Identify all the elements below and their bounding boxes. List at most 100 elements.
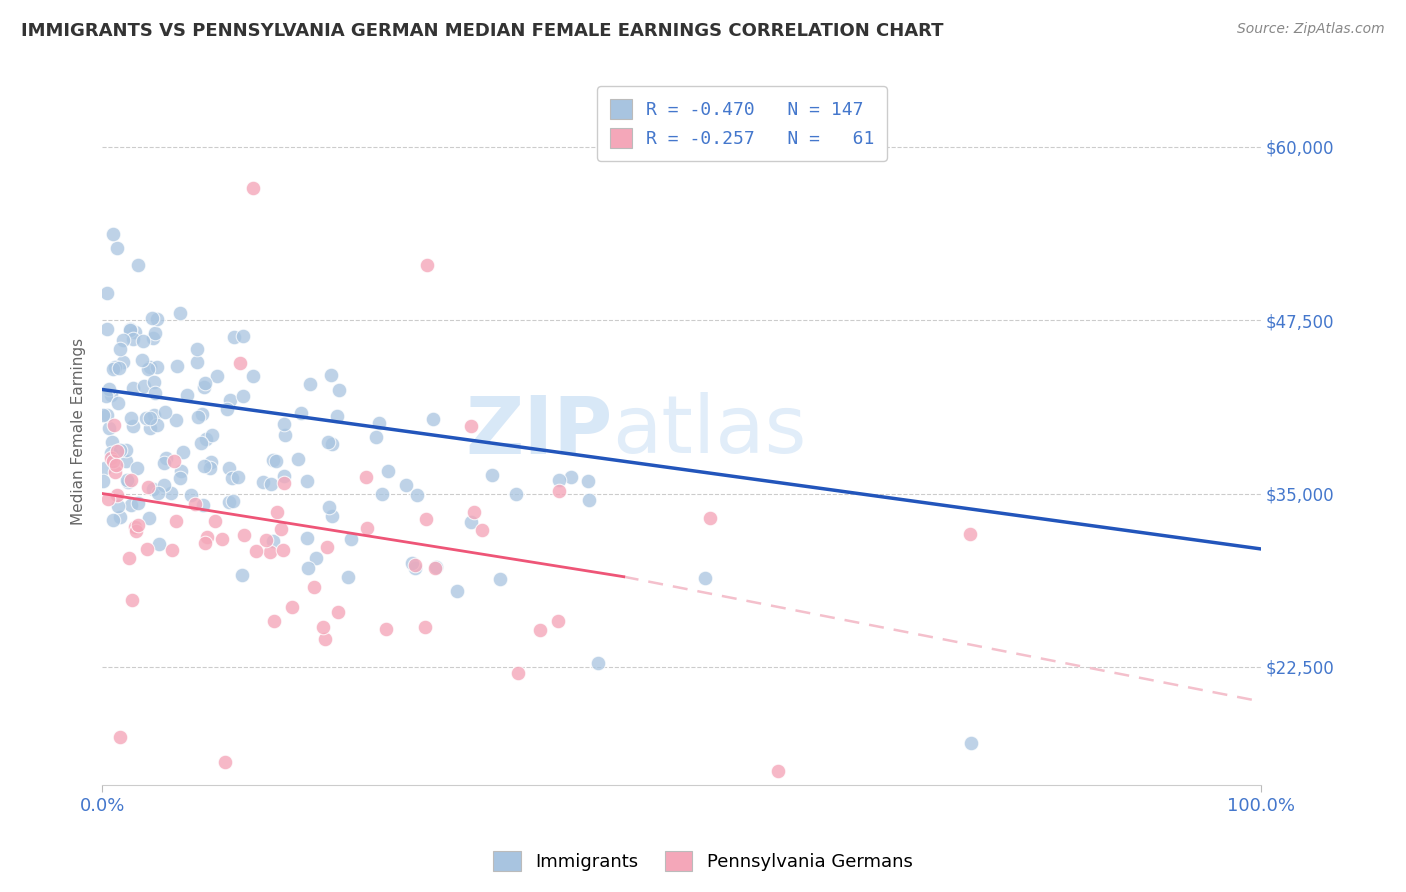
Point [108, 343, 131, 357]
Point [187, 409, 209, 424]
Point [108, 730, 131, 744]
Text: Source: ZipAtlas.com: Source: ZipAtlas.com [1237, 22, 1385, 37]
Point [252, 475, 274, 490]
Point [108, 360, 131, 375]
Point [218, 461, 240, 475]
Point [131, 334, 153, 349]
Point [321, 508, 343, 523]
Point [295, 531, 318, 545]
Point [169, 471, 191, 485]
Point [274, 427, 297, 442]
Point [103, 417, 125, 432]
Point [191, 498, 214, 512]
Point [318, 500, 340, 514]
Point [96, 285, 118, 300]
Point [336, 569, 359, 583]
Point [463, 505, 485, 519]
Point [262, 533, 284, 548]
Point [146, 360, 169, 375]
Point [356, 470, 378, 484]
Point [232, 389, 254, 403]
Legend: R = -0.470   N = 147, R = -0.257   N =   61: R = -0.470 N = 147, R = -0.257 N = 61 [598, 87, 887, 161]
Point [297, 475, 319, 489]
Point [508, 665, 530, 680]
Point [101, 227, 124, 242]
Point [120, 323, 142, 337]
Point [273, 417, 295, 431]
Point [204, 514, 226, 528]
Point [127, 518, 149, 533]
Legend: Immigrants, Pennsylvania Germans: Immigrants, Pennsylvania Germans [486, 844, 920, 879]
Point [166, 359, 188, 373]
Point [153, 405, 176, 419]
Point [148, 537, 170, 551]
Point [198, 461, 221, 475]
Point [146, 417, 169, 432]
Point [183, 497, 205, 511]
Point [112, 355, 135, 369]
Point [446, 584, 468, 599]
Point [146, 486, 169, 500]
Point [231, 568, 253, 582]
Point [110, 510, 132, 524]
Point [165, 514, 187, 528]
Point [103, 513, 125, 527]
Point [100, 388, 122, 402]
Point [218, 494, 240, 508]
Point [143, 408, 166, 422]
Point [328, 383, 350, 397]
Point [242, 181, 264, 195]
Point [107, 499, 129, 513]
Point [93, 474, 115, 488]
Point [139, 421, 162, 435]
Point [699, 511, 721, 525]
Point [153, 456, 176, 470]
Point [105, 458, 128, 472]
Point [139, 410, 162, 425]
Point [263, 614, 285, 628]
Point [194, 432, 217, 446]
Point [120, 321, 142, 335]
Point [186, 342, 208, 356]
Point [460, 418, 482, 433]
Point [302, 580, 325, 594]
Point [135, 411, 157, 425]
Point [356, 521, 378, 535]
Point [423, 560, 446, 574]
Point [314, 632, 336, 646]
Point [404, 558, 426, 573]
Point [232, 527, 254, 541]
Point [259, 545, 281, 559]
Point [93, 408, 115, 422]
Point [142, 482, 165, 496]
Point [125, 524, 148, 538]
Point [547, 473, 569, 487]
Point [232, 329, 254, 343]
Point [105, 488, 128, 502]
Point [229, 356, 252, 370]
Point [505, 487, 527, 501]
Point [97, 421, 120, 435]
Point [311, 620, 333, 634]
Point [201, 427, 224, 442]
Point [415, 258, 437, 272]
Point [120, 411, 142, 425]
Point [576, 474, 599, 488]
Point [264, 453, 287, 467]
Point [273, 468, 295, 483]
Point [326, 409, 349, 423]
Point [190, 407, 212, 421]
Point [588, 656, 610, 670]
Point [271, 543, 294, 558]
Point [193, 459, 215, 474]
Point [529, 623, 551, 637]
Point [160, 543, 183, 558]
Point [143, 326, 166, 341]
Point [321, 437, 343, 451]
Point [176, 388, 198, 402]
Point [194, 536, 217, 550]
Point [193, 380, 215, 394]
Point [131, 353, 153, 368]
Point [96, 408, 118, 422]
Point [132, 378, 155, 392]
